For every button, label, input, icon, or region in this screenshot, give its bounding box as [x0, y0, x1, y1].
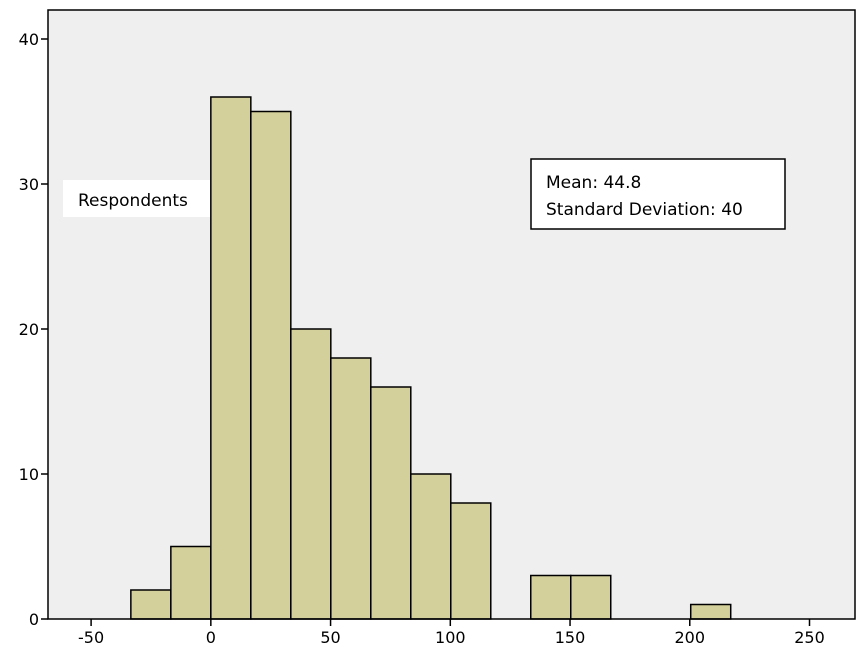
stats-box-border	[530, 158, 786, 230]
histogram-bar	[410, 473, 452, 620]
x-tick-label: 0	[206, 628, 216, 647]
x-tick-label: 150	[555, 628, 586, 647]
stats-mean-text: Mean: 44.8	[546, 173, 641, 193]
histogram-bar	[689, 603, 732, 620]
histogram-bar	[370, 386, 412, 620]
histogram-bar	[170, 545, 212, 620]
x-tick-label: 200	[674, 628, 705, 647]
histogram-bar	[570, 574, 612, 620]
x-tick-label: 250	[794, 628, 825, 647]
ylabel-box: Respondents	[63, 180, 210, 217]
y-tick-label: 30	[19, 175, 39, 194]
histogram-bar	[290, 328, 332, 620]
stats-sd-text: Standard Deviation: 40	[546, 200, 743, 220]
ylabel-text: Respondents	[78, 191, 188, 211]
x-tick-label: 50	[320, 628, 340, 647]
histogram-bar	[330, 357, 372, 620]
histogram-bar	[530, 574, 572, 620]
histogram-bar	[210, 96, 252, 620]
axes-group	[47, 9, 856, 620]
histogram-bar	[130, 589, 172, 620]
ticks-group: 0 10 20 30 40 -50 0 50 100 150 200 250	[19, 30, 825, 647]
x-tick-label: 100	[435, 628, 466, 647]
y-tick-label: 20	[19, 320, 39, 339]
histogram-bar	[250, 110, 292, 620]
y-tick-label: 0	[29, 610, 39, 629]
plot-frame	[47, 9, 856, 620]
stats-box: Mean: 44.8 Standard Deviation: 40	[530, 158, 786, 230]
y-tick-label: 10	[19, 465, 39, 484]
histogram-bar	[450, 502, 492, 620]
bars-group	[130, 96, 732, 620]
x-tick-label: -50	[78, 628, 104, 647]
y-tick-label: 40	[19, 30, 39, 49]
ylabel-box-background	[63, 180, 210, 217]
